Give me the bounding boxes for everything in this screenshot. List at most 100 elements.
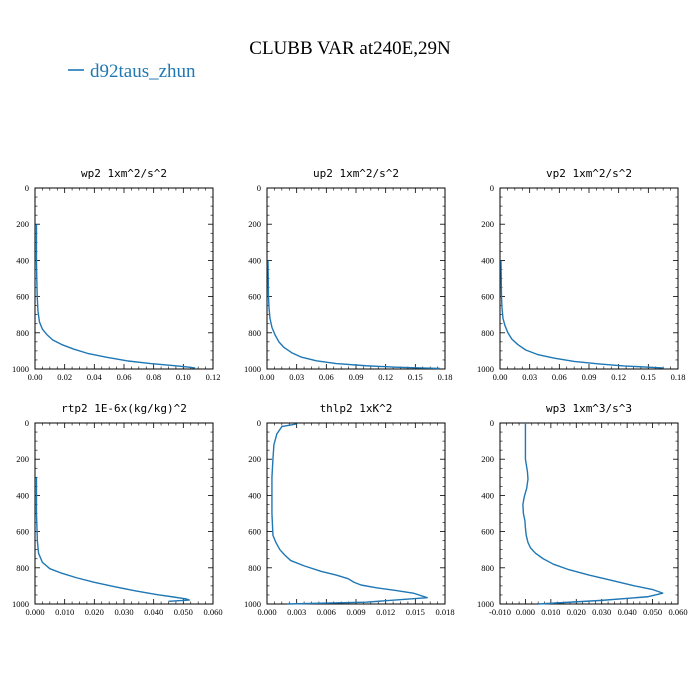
x-tick-label: 0.030 — [592, 607, 611, 617]
x-tick-label: 0.020 — [85, 607, 104, 617]
plot-frame — [499, 422, 679, 605]
x-tick-label: 0.08 — [146, 372, 161, 382]
x-tick-label: 0.030 — [114, 607, 133, 617]
y-tick-label: 800 — [248, 328, 261, 338]
y-tick-label: 1000 — [244, 599, 261, 609]
y-tick-label: 600 — [248, 527, 261, 537]
panel-title: rtp2 1E-6x(kg/kg)^2 — [61, 402, 187, 415]
y-tick-label: 800 — [481, 328, 494, 338]
x-tick-label: 0.006 — [317, 607, 336, 617]
x-tick-label: 0.06 — [117, 372, 132, 382]
y-tick-label: 800 — [481, 563, 494, 573]
y-tick-label: 1000 — [477, 599, 494, 609]
x-tick-label: 0.09 — [349, 372, 364, 382]
plot-frame — [266, 422, 446, 605]
panel-title: vp2 1xm^2/s^2 — [546, 167, 632, 180]
y-tick-label: 400 — [248, 255, 261, 265]
y-tick-label: 200 — [248, 219, 261, 229]
panel-title: thlp2 1xK^2 — [320, 402, 393, 415]
x-tick-label: 0.050 — [174, 607, 193, 617]
x-tick-label: 0.12 — [206, 372, 221, 382]
x-tick-label: 0.009 — [346, 607, 365, 617]
y-tick-label: 400 — [16, 255, 29, 265]
y-tick-label: 600 — [481, 292, 494, 302]
x-tick-label: 0.18 — [438, 372, 453, 382]
y-tick-label: 400 — [248, 490, 261, 500]
plot-frame — [266, 187, 446, 370]
x-tick-label: 0.000 — [25, 607, 44, 617]
x-tick-label: 0.10 — [176, 372, 191, 382]
y-tick-label: 400 — [481, 490, 494, 500]
panel-title: up2 1xm^2/s^2 — [313, 167, 399, 180]
x-tick-label: 0.15 — [641, 372, 656, 382]
x-tick-label: 0.040 — [618, 607, 637, 617]
chart-panel: up2 1xm^2/s^2 0.00 0.03 0.06 0.09 0.12 0.15 0.1… — [244, 167, 452, 382]
y-tick-label: 400 — [16, 490, 29, 500]
x-tick-label: 0.03 — [522, 372, 537, 382]
series-line — [35, 477, 190, 602]
y-tick-label: 1000 — [12, 364, 29, 374]
y-tick-label: 800 — [16, 328, 29, 338]
chart-panel: wp3 1xm^3/s^3 -0.010 0.000 0.010 0.020 0.030 0… — [477, 402, 688, 617]
x-tick-label: 0.12 — [378, 372, 393, 382]
x-tick-label: 0.12 — [611, 372, 626, 382]
y-tick-label: 0 — [257, 418, 261, 428]
x-tick-label: 0.040 — [144, 607, 163, 617]
x-tick-label: 0.04 — [87, 372, 103, 382]
x-tick-label: -0.010 — [489, 607, 511, 617]
x-tick-label: 0.000 — [257, 607, 276, 617]
y-tick-label: 600 — [16, 292, 29, 302]
chart-panel: wp2 1xm^2/s^2 0.00 0.02 0.04 0.06 0.08 0.10 0.1… — [12, 167, 220, 382]
x-tick-label: 0.00 — [260, 372, 275, 382]
y-tick-label: 200 — [16, 454, 29, 464]
chart-panel: rtp2 1E-6x(kg/kg)^2 0.000 0.010 0.020 0.030 0… — [12, 402, 223, 617]
x-tick-label: 0.010 — [55, 607, 74, 617]
series-line — [271, 423, 428, 605]
x-tick-label: 0.060 — [203, 607, 222, 617]
x-tick-label: 0.18 — [671, 372, 686, 382]
y-tick-label: 0 — [25, 418, 29, 428]
y-tick-label: 0 — [490, 418, 494, 428]
x-tick-label: 0.03 — [289, 372, 304, 382]
legend-label: d92taus_zhun — [90, 61, 196, 82]
x-tick-label: 0.06 — [319, 372, 334, 382]
x-tick-label: 0.060 — [668, 607, 687, 617]
x-tick-label: 0.015 — [406, 607, 425, 617]
x-tick-label: 0.003 — [287, 607, 306, 617]
x-tick-label: 0.06 — [552, 372, 567, 382]
y-tick-label: 1000 — [244, 364, 261, 374]
y-tick-label: 200 — [248, 454, 261, 464]
y-tick-label: 200 — [16, 219, 29, 229]
y-tick-label: 0 — [490, 183, 494, 193]
plot-frame — [34, 422, 214, 605]
series-line — [35, 224, 196, 369]
y-tick-label: 1000 — [12, 599, 29, 609]
chart-panel: vp2 1xm^2/s^2 0.00 0.03 0.06 0.09 0.12 0.15 0.1… — [477, 167, 685, 382]
y-tick-label: 0 — [25, 183, 29, 193]
x-tick-label: 0.010 — [541, 607, 560, 617]
x-tick-label: 0.02 — [57, 372, 72, 382]
x-tick-label: 0.15 — [408, 372, 423, 382]
series-line — [500, 260, 664, 369]
panel-title: wp2 1xm^2/s^2 — [81, 167, 167, 180]
x-tick-label: 0.020 — [567, 607, 586, 617]
x-tick-label: 0.00 — [493, 372, 508, 382]
plot-frame — [499, 187, 679, 370]
series-line — [522, 423, 664, 605]
plot-frame — [34, 187, 214, 370]
chart-panel: thlp2 1xK^2 0.000 0.003 0.006 0.009 0.012 0.01… — [244, 402, 455, 617]
x-tick-label: 0.000 — [516, 607, 535, 617]
y-tick-label: 400 — [481, 255, 494, 265]
y-tick-label: 600 — [16, 527, 29, 537]
x-tick-label: 0.09 — [582, 372, 597, 382]
y-tick-label: 1000 — [477, 364, 494, 374]
y-tick-label: 600 — [248, 292, 261, 302]
figure-title: CLUBB VAR at240E,29N — [249, 38, 451, 59]
y-tick-label: 800 — [248, 563, 261, 573]
y-tick-label: 200 — [481, 454, 494, 464]
x-tick-label: 0.012 — [376, 607, 395, 617]
x-tick-label: 0.00 — [28, 372, 43, 382]
panel-title: wp3 1xm^3/s^3 — [546, 402, 632, 415]
legend: d92taus_zhun — [68, 61, 196, 82]
